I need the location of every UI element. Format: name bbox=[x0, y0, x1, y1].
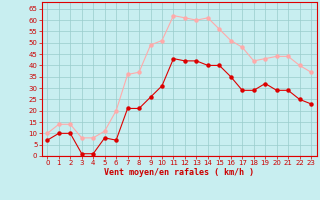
X-axis label: Vent moyen/en rafales ( km/h ): Vent moyen/en rafales ( km/h ) bbox=[104, 168, 254, 177]
